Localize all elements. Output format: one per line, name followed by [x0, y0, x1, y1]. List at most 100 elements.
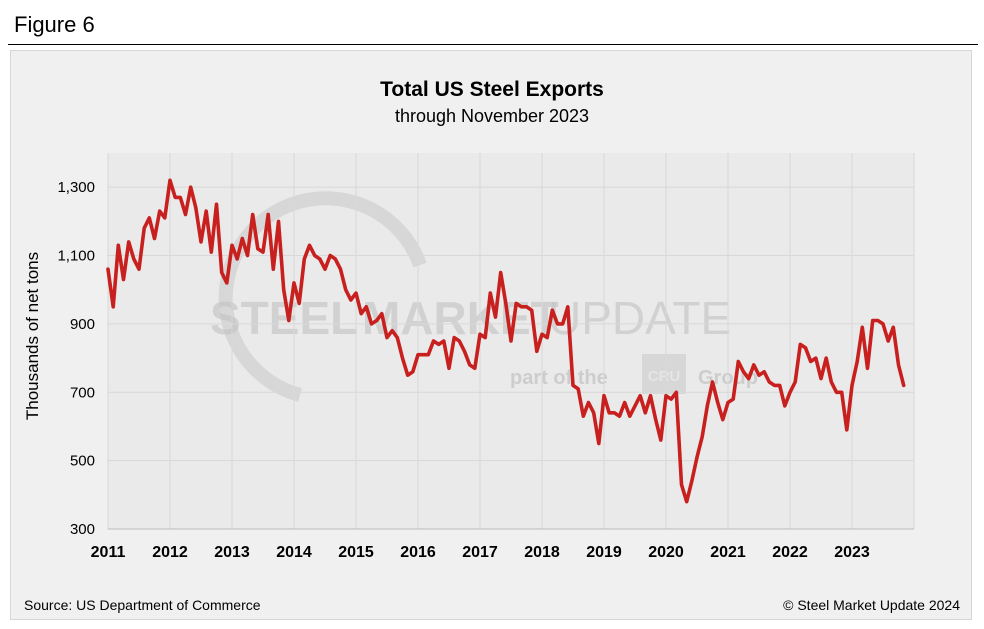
data-point	[726, 401, 730, 404]
data-point	[318, 257, 321, 261]
data-point	[143, 227, 146, 230]
data-point	[530, 309, 533, 312]
data-point	[716, 401, 719, 404]
data-point	[850, 384, 854, 387]
watermark-text-market: MARKET	[362, 292, 559, 344]
x-tick-label: 2014	[276, 544, 312, 561]
x-tick-label: 2018	[524, 544, 560, 561]
data-point	[215, 203, 218, 206]
data-point	[442, 339, 445, 343]
data-point	[272, 268, 275, 271]
data-point	[515, 302, 518, 305]
data-point	[633, 404, 637, 408]
data-point	[608, 411, 611, 414]
data-point	[830, 380, 833, 384]
data-point	[866, 367, 869, 370]
data-point	[788, 391, 792, 394]
x-tick-label: 2021	[710, 544, 746, 561]
data-point	[861, 326, 864, 329]
data-point	[241, 237, 244, 240]
chart-subtitle: through November 2023	[394, 106, 590, 126]
x-tick-label: 2012	[152, 544, 188, 561]
data-point	[329, 254, 332, 257]
data-point	[334, 257, 337, 261]
data-point	[127, 240, 130, 244]
data-point	[597, 442, 600, 445]
data-point	[773, 384, 776, 387]
data-point	[153, 237, 156, 240]
data-point	[732, 397, 735, 401]
data-point	[819, 377, 823, 380]
x-tick-label: 2013	[214, 544, 250, 561]
source-note: Source: US Department of Commerce	[24, 597, 261, 613]
y-tick-label: 900	[70, 316, 95, 333]
data-point	[509, 339, 513, 343]
data-point	[189, 186, 192, 189]
data-point	[577, 387, 580, 391]
data-point	[551, 309, 554, 312]
x-tick-label: 2020	[648, 544, 684, 561]
data-point	[179, 196, 182, 199]
data-point	[287, 319, 290, 322]
data-point	[809, 360, 812, 363]
data-point	[432, 339, 435, 343]
x-tick-label: 2019	[586, 544, 622, 561]
data-point	[670, 397, 673, 401]
data-point	[695, 456, 699, 459]
x-tick-label: 2017	[462, 544, 498, 561]
data-point	[742, 370, 745, 373]
data-point	[112, 305, 115, 308]
data-point	[706, 404, 709, 408]
data-point	[587, 401, 590, 404]
data-point	[856, 360, 859, 363]
data-point	[277, 220, 280, 223]
data-point	[478, 333, 482, 336]
data-point	[644, 411, 647, 414]
data-point	[628, 415, 631, 418]
data-point	[401, 356, 404, 360]
data-point	[654, 418, 657, 421]
data-point	[308, 244, 311, 247]
data-point	[737, 360, 740, 363]
data-point	[225, 281, 228, 285]
data-point	[685, 500, 688, 503]
x-tick-label: 2023	[834, 544, 870, 561]
data-point	[675, 391, 678, 394]
data-point	[303, 257, 306, 261]
data-point	[251, 213, 254, 216]
data-point	[246, 254, 249, 257]
data-point	[406, 374, 409, 377]
data-point	[887, 339, 890, 343]
data-point	[825, 356, 828, 360]
watermark-cru-text: CRU	[648, 368, 681, 385]
data-point	[494, 315, 497, 319]
data-point	[757, 374, 761, 377]
data-point	[298, 302, 301, 305]
data-point	[623, 401, 626, 404]
data-point	[230, 244, 234, 247]
data-point	[814, 356, 817, 360]
data-point	[158, 209, 161, 213]
data-point	[721, 418, 724, 421]
data-point	[566, 305, 569, 308]
data-point	[892, 326, 895, 329]
data-point	[261, 250, 265, 254]
data-point	[256, 247, 259, 250]
watermark-text-update: UPDATE	[548, 292, 731, 344]
data-point	[453, 336, 456, 339]
data-point	[690, 479, 693, 483]
y-tick-label: 1,300	[57, 179, 95, 196]
data-point	[380, 312, 383, 315]
data-point	[184, 213, 187, 216]
data-point	[618, 415, 621, 418]
data-point	[132, 257, 135, 261]
y-tick-label: 300	[70, 521, 95, 538]
data-point	[391, 329, 394, 332]
data-point	[194, 206, 197, 209]
data-point	[804, 346, 807, 349]
data-point	[122, 278, 125, 281]
data-point	[639, 394, 642, 397]
data-point	[649, 394, 652, 397]
data-point	[148, 216, 151, 220]
